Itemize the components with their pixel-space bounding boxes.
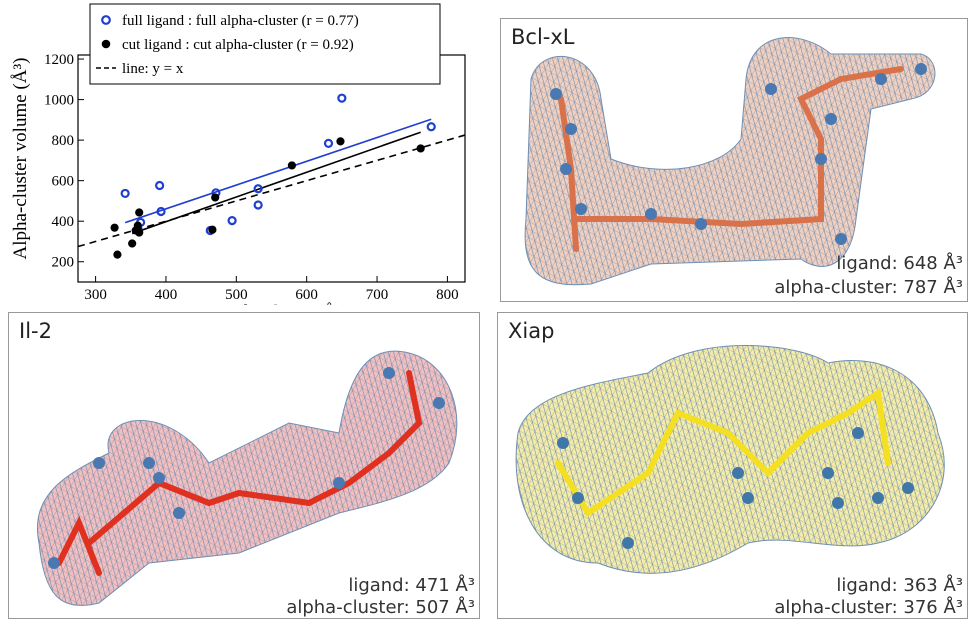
legend-label: line: y = x <box>122 61 184 77</box>
cluster-volume: alpha-cluster: 376 Å³ <box>774 597 963 618</box>
fit-line <box>125 119 431 222</box>
point <box>338 95 345 102</box>
point <box>156 182 163 189</box>
x-axis-label: Ligand Volume (Å³) <box>195 302 349 305</box>
cluster-volume: alpha-cluster: 507 Å³ <box>286 597 475 618</box>
y-tick-label: 600 <box>52 174 75 190</box>
point <box>212 194 219 201</box>
point <box>114 251 121 258</box>
point <box>337 138 344 145</box>
panel-bcl-xl: Bcl-xL ligand: 648 Å³ alpha-cluster: 787… <box>500 18 968 302</box>
y-axis-label: Alpha-cluster volume (Å³) <box>10 58 31 260</box>
ligand-volume: ligand: 648 Å³ <box>836 253 963 274</box>
point <box>136 209 143 216</box>
point <box>428 123 435 130</box>
legend-label: full ligand : full alpha-cluster (r = 0.… <box>122 13 359 29</box>
y-tick-label: 200 <box>52 255 75 271</box>
point <box>288 162 295 169</box>
y-tick-label: 800 <box>52 133 75 149</box>
panel-title: Bcl-xL <box>511 25 575 49</box>
scatter-chart: 300 400 500 600 700 800 200 400 600 800 1000 1200 Li… <box>0 0 490 305</box>
y-tick-label: 1200 <box>44 52 74 68</box>
legend-swatch <box>102 40 110 48</box>
panel-il-2: Il-2 ligand: 471 Å³ alpha-cluster: 507 Å… <box>8 312 480 619</box>
point <box>111 224 118 231</box>
y-tick-label: 1000 <box>44 93 74 109</box>
point <box>129 240 136 247</box>
x-tick-label: 600 <box>295 287 318 303</box>
panel-title: Xiap <box>508 319 554 343</box>
molecule-image <box>9 313 481 620</box>
figure: 300 400 500 600 700 800 200 400 600 800 1000 1200 Li… <box>0 0 968 619</box>
point <box>325 140 332 147</box>
point <box>229 217 236 224</box>
x-tick-label: 500 <box>225 287 248 303</box>
panel-title: Il-2 <box>19 319 52 343</box>
panel-xiap: Xiap ligand: 363 Å³ alpha-cluster: 376 Å… <box>497 312 968 619</box>
plot-frame <box>78 55 465 282</box>
cluster-volume: alpha-cluster: 787 Å³ <box>774 277 963 298</box>
point <box>132 227 139 234</box>
point <box>255 201 262 208</box>
x-tick-label: 300 <box>84 287 107 303</box>
y-tick-label: 400 <box>52 214 75 230</box>
legend-label: cut ligand : cut alpha-cluster (r = 0.92… <box>122 37 354 53</box>
x-tick-label: 400 <box>155 287 178 303</box>
molecule-image <box>498 313 968 620</box>
x-tick-label: 700 <box>366 287 389 303</box>
ligand-volume: ligand: 471 Å³ <box>348 575 475 596</box>
point <box>158 208 165 215</box>
point <box>122 190 129 197</box>
x-tick-label: 800 <box>436 287 459 303</box>
ligand-volume: ligand: 363 Å³ <box>836 575 963 596</box>
reference-line <box>78 135 465 246</box>
point <box>209 226 216 233</box>
